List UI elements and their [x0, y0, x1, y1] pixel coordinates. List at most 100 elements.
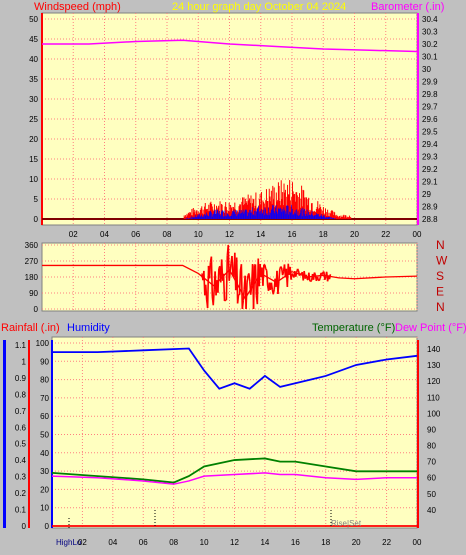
temperature-title: Temperature (°F) [312, 322, 395, 334]
bottom-x-tick-label: 20 [352, 538, 361, 547]
dir-burst-segment [265, 268, 268, 271]
dewpoint-line [51, 472, 417, 485]
baro-tick-label: 30.3 [422, 28, 438, 37]
dir-burst-segment [231, 255, 234, 275]
barometer-line [42, 39, 418, 53]
rain-tick-label: 1.1 [15, 341, 27, 350]
rain-tick-label: 0 [22, 522, 27, 531]
dir-burst-segment [324, 276, 327, 281]
dir-burst-segment [238, 270, 242, 296]
compass-label: E [436, 285, 444, 299]
humidity-tick-label: 90 [40, 357, 49, 366]
rain-tick-label: 0.8 [15, 390, 27, 399]
x-tick-label: 06 [131, 230, 140, 239]
compass-label: S [436, 269, 444, 283]
temperature-line [51, 457, 417, 484]
bottom-x-tick-label: 06 [139, 538, 148, 547]
baro-tick-label: 29.9 [422, 78, 438, 87]
rain-title: Rainfall (.in) [1, 322, 60, 334]
wind-tick-label: 35 [29, 75, 38, 84]
temperature-tick-label: 80 [427, 442, 436, 451]
humidity-tick-label: 60 [40, 412, 49, 421]
dir-burst-segment [278, 268, 281, 282]
dir-burst-segment [280, 266, 283, 269]
temperature-tick-label: 100 [427, 409, 441, 418]
dir-burst-segment [245, 282, 248, 310]
wind-tick-label: 10 [29, 175, 38, 184]
baro-tick-label: 29.4 [422, 140, 438, 149]
baro-tick-label: 29 [422, 190, 431, 199]
dir-burst-segment [294, 272, 298, 277]
temperature-tick-label: 70 [427, 458, 436, 467]
dir-burst-segment [246, 275, 249, 284]
temperature-tick-label: 50 [427, 490, 436, 499]
wind-tick-label: 0 [34, 215, 39, 224]
rain-tick-label: 0.4 [15, 456, 27, 465]
dir-burst-segment [291, 273, 294, 276]
dir-burst-segment [262, 264, 265, 286]
dir-burst-segment [252, 265, 256, 310]
dir-tick-label: 90 [29, 289, 38, 298]
high-low-label: HighLo [56, 538, 82, 547]
humidity-title: Humidity [67, 322, 110, 334]
wind-tick-label: 15 [29, 155, 38, 164]
dir-burst-segment [281, 271, 285, 276]
compass-label: N [436, 300, 445, 314]
x-tick-label: 16 [288, 230, 297, 239]
x-tick-label: 18 [319, 230, 328, 239]
baro-title: Barometer (.in) [371, 1, 444, 13]
baro-tick-label: 30.4 [422, 15, 438, 24]
temperature-tick-label: 90 [427, 425, 436, 434]
rise-set-label: Rise|Set [331, 519, 362, 528]
humidity-scale-bar [3, 340, 6, 528]
dir-burst-segment [210, 256, 214, 297]
humidity-tick-label: 0 [45, 522, 50, 531]
dir-burst-segment [249, 284, 253, 295]
dir-burst-segment [208, 262, 212, 279]
bottom-x-tick-label: 02 [78, 538, 87, 547]
x-tick-label: 08 [163, 230, 172, 239]
x-tick-label: 02 [69, 230, 78, 239]
wind-title: Windspeed (mph) [34, 1, 121, 13]
dir-tick-label: 360 [25, 241, 39, 250]
humidity-tick-label: 80 [40, 376, 49, 385]
bottom-x-tick-label: 08 [169, 538, 178, 547]
baro-tick-label: 30.1 [422, 53, 438, 62]
dir-burst-segment [223, 299, 226, 302]
rain-tick-label: 0.6 [15, 423, 27, 432]
rain-tick-label: 0.9 [15, 374, 27, 383]
dir-burst-segment [272, 289, 275, 295]
humidity-tick-label: 20 [40, 485, 49, 494]
temperature-tick-label: 60 [427, 474, 436, 483]
rain-tick-label: 0.5 [15, 440, 27, 449]
dewpoint-title: Dew Point (°F) [395, 322, 466, 334]
rain-tick-label: 1 [22, 357, 27, 366]
humidity-tick-label: 50 [40, 431, 49, 440]
x-tick-label: 00 [413, 230, 422, 239]
bottom-x-tick-label: 12 [230, 538, 239, 547]
compass-label: N [436, 238, 445, 252]
temperature-tick-label: 40 [427, 506, 436, 515]
bottom-x-tick-label: 16 [291, 538, 300, 547]
baro-tick-label: 29.6 [422, 115, 438, 124]
humidity-tick-label: 10 [40, 504, 49, 513]
dir-burst-segment [229, 263, 232, 273]
chart-title: 24 hour graph day October 04 2024 [172, 1, 346, 13]
dir-burst-segment [321, 272, 324, 275]
humidity-tick-label: 70 [40, 394, 49, 403]
compass-label: W [436, 254, 448, 268]
baro-tick-label: 29.7 [422, 103, 438, 112]
baro-tick-label: 30.2 [422, 40, 438, 49]
dir-burst-segment [225, 255, 229, 301]
humidity-line [52, 347, 418, 390]
dir-burst-segment [277, 281, 280, 294]
x-tick-label: 10 [194, 230, 203, 239]
dir-burst-segment [204, 284, 208, 300]
rain-tick-label: 0.3 [15, 473, 27, 482]
baro-tick-label: 29.8 [422, 90, 438, 99]
dir-burst-segment [236, 294, 240, 304]
wind-tick-label: 50 [29, 15, 38, 24]
dir-burst-segment [290, 273, 293, 280]
humidity-tick-label: 30 [40, 467, 49, 476]
